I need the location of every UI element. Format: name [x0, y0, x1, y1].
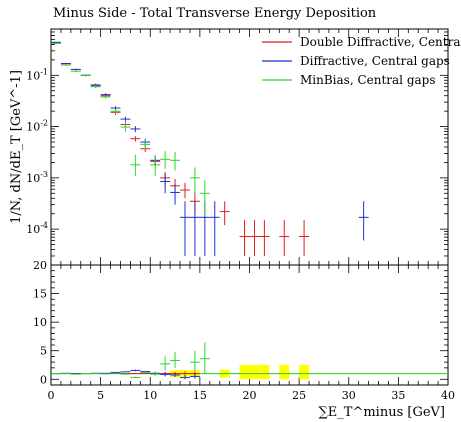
legend: Double Diffractive, Central gaps Diffract…	[262, 35, 461, 87]
data-point	[150, 372, 161, 376]
data-point	[100, 373, 111, 375]
data-point	[170, 351, 181, 368]
data-point	[120, 122, 131, 132]
ratio-panel-series	[51, 342, 210, 380]
x-tick-label: 10	[143, 389, 157, 402]
y-tick-label: 10-3	[26, 170, 48, 185]
data-point	[199, 180, 210, 217]
data-point	[160, 173, 171, 194]
y-tick-label: 15	[33, 288, 47, 301]
data-point	[70, 68, 81, 71]
main-panel-ticks: 10-4 10-3 10-2 10-1	[26, 28, 449, 266]
y-tick-label: 10-4	[26, 221, 48, 236]
y-tick-label: 10-1	[26, 67, 48, 82]
data-point	[130, 136, 141, 142]
data-point	[150, 154, 161, 176]
data-point	[170, 373, 181, 377]
x-axis-label: ∑E_T^minus [GeV]	[319, 405, 445, 420]
legend-label: Double Diffractive, Central gaps	[300, 35, 461, 49]
data-point	[180, 375, 190, 380]
data-point	[51, 42, 61, 44]
x-tick-label: 5	[97, 389, 104, 402]
data-point	[130, 369, 141, 372]
data-point	[60, 64, 71, 66]
x-tick-label: 25	[292, 389, 306, 402]
data-point	[189, 373, 200, 379]
chart-title: Minus Side - Total Transverse Energy Dep…	[53, 6, 377, 21]
y-tick-label: 10-2	[26, 119, 48, 134]
data-point	[51, 41, 61, 43]
data-point	[110, 372, 121, 374]
data-point	[180, 182, 190, 199]
uncertainty-band	[299, 365, 310, 380]
y-axis-label: 1/N, dN/dE_T [GeV^-1]	[9, 70, 24, 224]
data-point	[120, 373, 131, 375]
legend-label: MinBias, Central gaps	[300, 73, 436, 87]
data-point	[180, 201, 190, 256]
data-point	[219, 201, 230, 226]
data-point	[140, 139, 151, 150]
data-point	[199, 342, 210, 374]
data-point	[110, 109, 121, 114]
y-tick-label: 20	[33, 259, 47, 272]
data-point	[160, 356, 171, 371]
x-tick-label: 0	[48, 389, 55, 402]
data-point	[130, 126, 141, 133]
data-point	[100, 95, 111, 99]
data-point	[130, 373, 141, 375]
data-point	[120, 371, 131, 373]
data-point	[130, 154, 141, 176]
main-panel-series	[51, 41, 369, 256]
legend-label: Diffractive, Central gaps	[300, 54, 450, 68]
data-point	[209, 201, 220, 256]
data-point	[358, 201, 369, 241]
x-tick-label: 20	[243, 389, 257, 402]
data-point	[189, 350, 200, 371]
data-point	[140, 371, 151, 374]
y-tick-label: 0	[40, 373, 47, 386]
ratio-panel-ticks: 0 5 10 15 20 0 5 10 15 20 25 30 35 40	[33, 259, 455, 402]
uncertainty-band	[249, 365, 260, 380]
uncertainty-band	[279, 365, 290, 380]
x-tick-label: 35	[391, 389, 405, 402]
data-point	[60, 62, 71, 65]
data-point	[239, 220, 250, 256]
y-tick-label: 5	[40, 345, 47, 358]
data-point	[80, 74, 91, 77]
data-point	[249, 220, 260, 256]
uncertainty-band	[239, 365, 250, 380]
data-point	[160, 151, 171, 169]
data-point	[299, 220, 310, 256]
uncertainty-band	[259, 365, 270, 380]
data-point	[180, 371, 190, 376]
data-point	[90, 85, 101, 89]
data-point	[70, 70, 81, 73]
x-tick-label: 30	[342, 389, 356, 402]
data-point	[189, 201, 200, 256]
data-point	[130, 376, 141, 379]
data-point	[259, 220, 270, 256]
x-tick-label: 15	[193, 389, 207, 402]
data-point	[189, 167, 200, 194]
y-tick-label: 10	[33, 316, 47, 329]
data-point	[170, 184, 181, 205]
data-point	[170, 151, 181, 171]
data-point	[279, 220, 290, 256]
data-point	[160, 372, 171, 377]
x-tick-label: 40	[441, 389, 455, 402]
data-point	[120, 116, 131, 122]
